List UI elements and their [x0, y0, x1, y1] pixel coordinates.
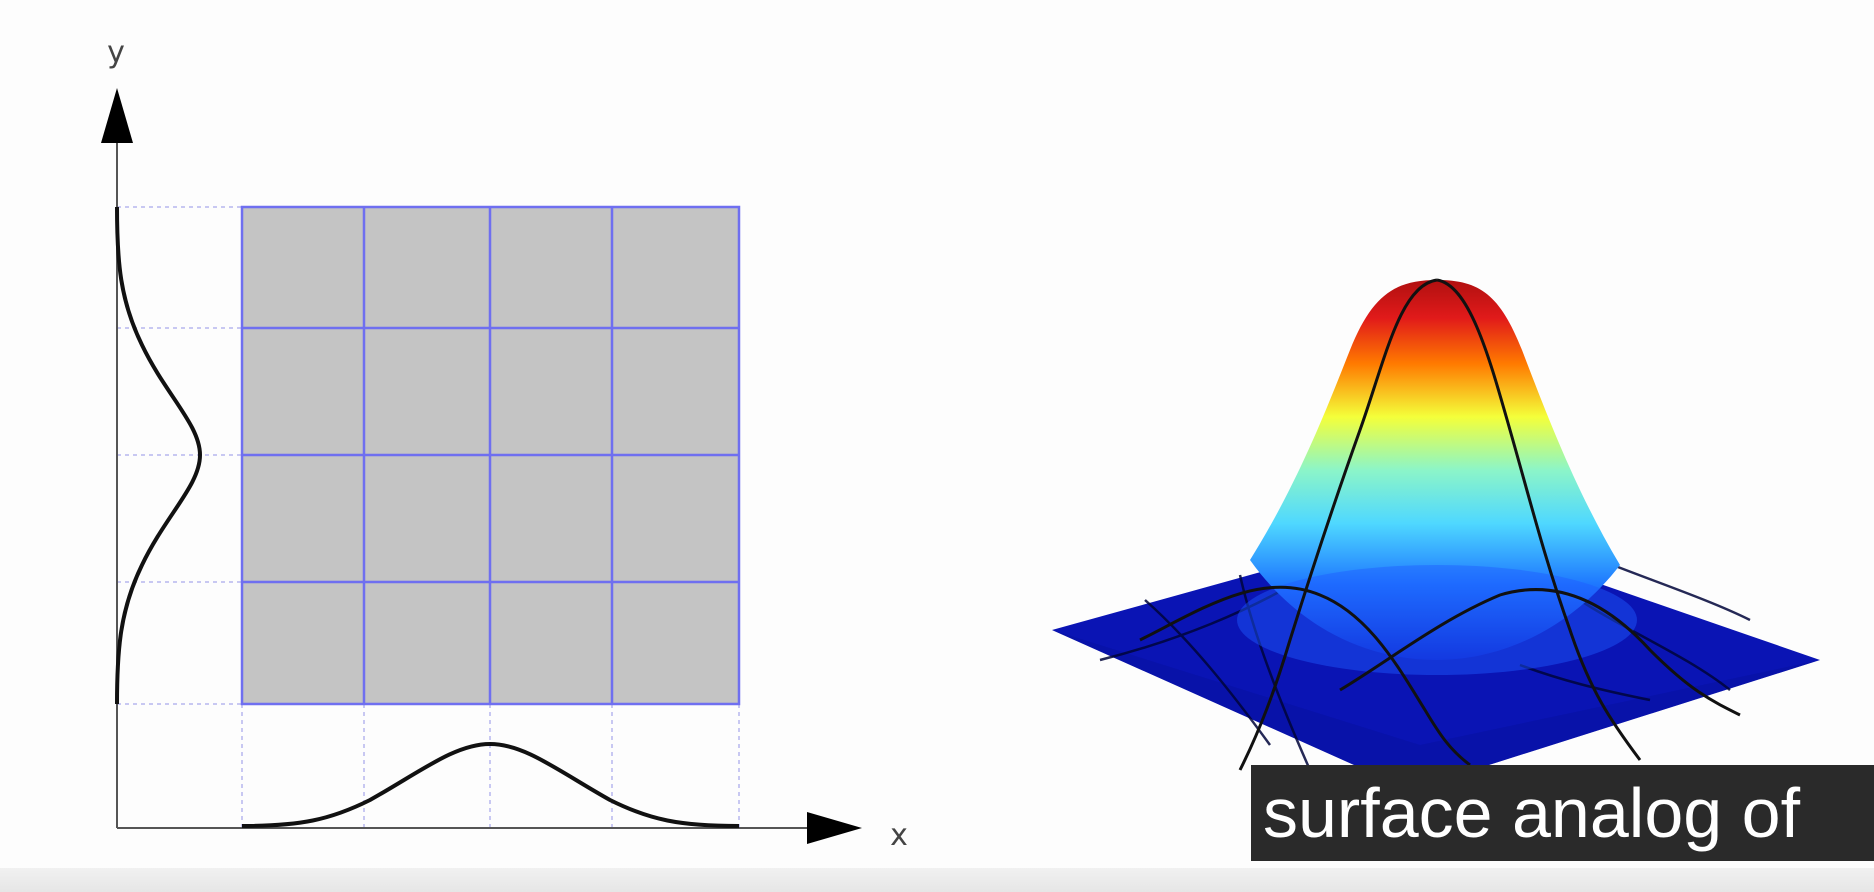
- x-gaussian-curve: [241, 741, 740, 828]
- y-gaussian-curve: [115, 206, 203, 705]
- x-axis-arrow: [807, 812, 862, 844]
- surface-base-shade: [1052, 630, 1820, 790]
- horizontal-guides: [117, 206, 242, 705]
- y-axis-arrow: [101, 88, 133, 143]
- x-axis-label: x: [890, 818, 908, 853]
- grid-lines: [240, 205, 741, 706]
- surface-peak-skirt: [1237, 565, 1637, 675]
- bottom-bar: [0, 868, 1874, 892]
- two-d-diagram: y x: [101, 35, 908, 853]
- y-axis-label: y: [107, 35, 125, 70]
- surface-peak-mesh: [1139, 278, 1741, 771]
- subtitle-caption: surface analog of: [1251, 765, 1874, 861]
- surface-peak: [1250, 280, 1620, 660]
- vertical-guides: [241, 704, 740, 828]
- three-d-surface: [1052, 278, 1820, 790]
